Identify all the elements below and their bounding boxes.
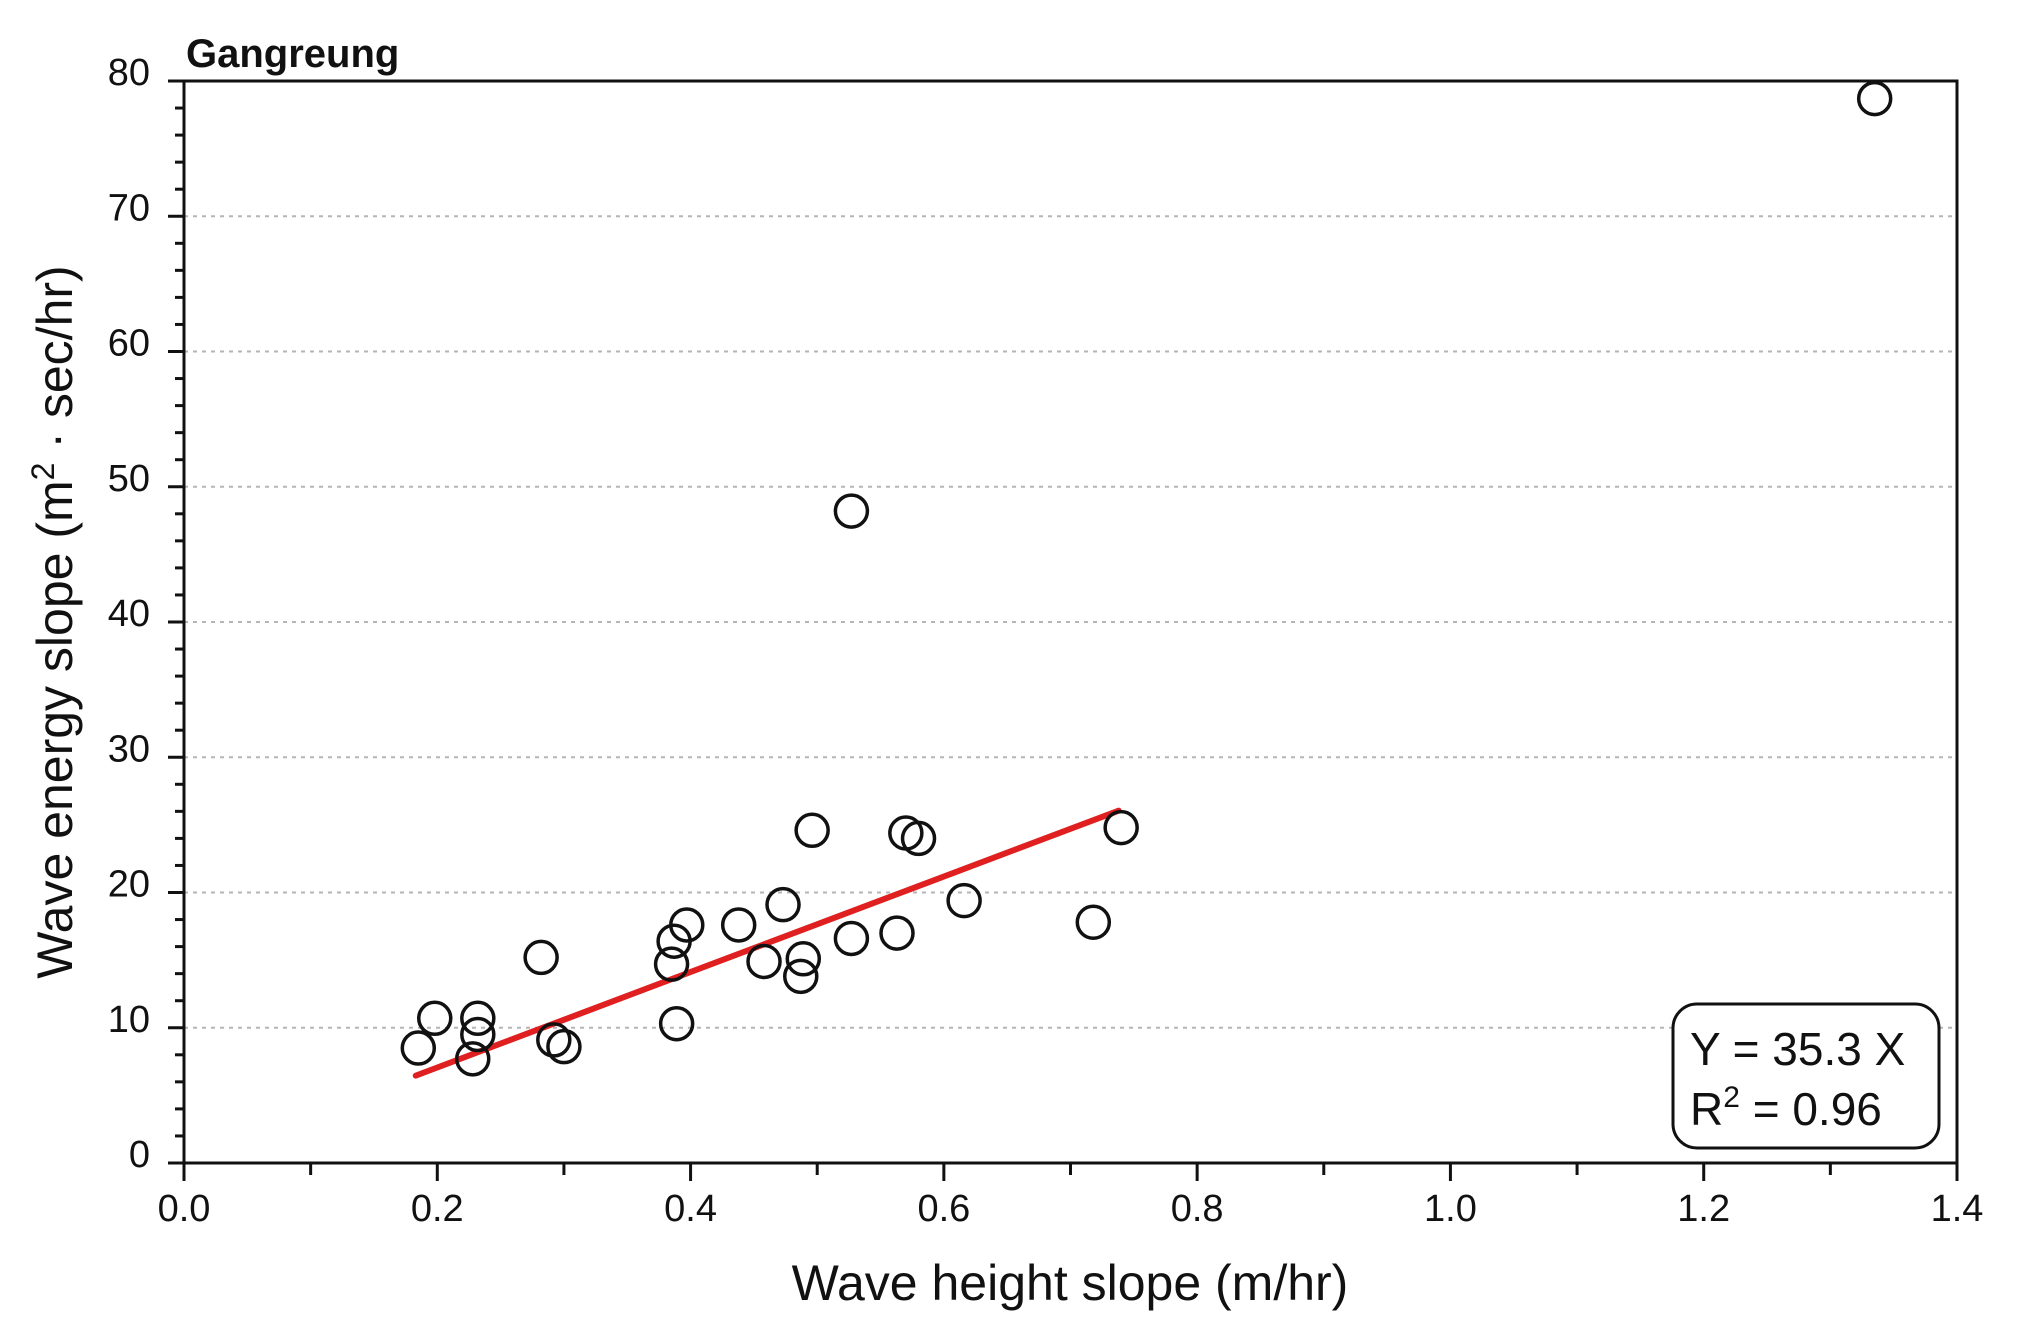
y-tick-label: 50 (108, 458, 150, 500)
data-point (1103, 809, 1139, 846)
data-point (460, 1016, 496, 1053)
annotation-r-superscript: 2 (1723, 1081, 1740, 1114)
data-point (946, 882, 982, 919)
x-tick-label: 1.4 (1931, 1188, 1984, 1230)
annotation-r-squared: R2 = 0.96 (1690, 1081, 1882, 1135)
plot-frame (182, 79, 1959, 1165)
data-point (833, 493, 870, 529)
data-point (785, 941, 822, 977)
y-tick-label: 10 (108, 999, 150, 1041)
point-layer (400, 80, 1893, 1077)
data-point (879, 915, 915, 951)
x-tick-label: 1.0 (1424, 1188, 1477, 1230)
data-point (460, 1000, 496, 1037)
annotation-r-symbol: R (1690, 1083, 1723, 1135)
y-tick-label: 70 (108, 187, 150, 229)
annotation-equation: Y = 35.3 X (1690, 1023, 1905, 1075)
fit-layer (412, 807, 1122, 1079)
data-point (794, 812, 830, 849)
regression-line (412, 807, 1122, 1079)
y-axis-title-rest: · sec/hr) (27, 265, 83, 462)
tick-layer: 0 10 20 30 40 50 60 70 80 0.0 0.2 0.4 0.6 0.8 1.0 1.2 1.… (108, 52, 1984, 1230)
data-point (669, 907, 705, 943)
data-point (653, 946, 690, 982)
data-point (1075, 904, 1112, 941)
annotation-r-value: = 0.96 (1740, 1083, 1882, 1135)
data-point (900, 820, 937, 857)
y-tick-label: 40 (108, 593, 150, 635)
fit-annotation: Y = 35.3 X R2 = 0.96 (1671, 1002, 1941, 1150)
y-tick-label: 30 (108, 728, 150, 770)
data-point (400, 1030, 437, 1066)
data-point (523, 939, 559, 976)
x-axis-title: Wave height slope (m/hr) (792, 1255, 1349, 1311)
data-point (765, 886, 801, 923)
annotation-box (1671, 1002, 1941, 1150)
y-tick-label: 80 (108, 52, 150, 94)
data-point (417, 1000, 453, 1037)
chart-title: Gangreung (186, 32, 399, 76)
grid-layer (184, 215, 1957, 1029)
x-tick-label: 1.2 (1677, 1188, 1730, 1230)
y-tick-label: 20 (108, 864, 150, 906)
x-tick-label: 0.6 (917, 1188, 970, 1230)
y-axis-title-main: Wave energy slope (m (27, 480, 83, 978)
data-point (536, 1022, 572, 1058)
x-tick-label: 0.2 (411, 1188, 464, 1230)
data-point (833, 920, 870, 957)
y-tick-label: 0 (129, 1134, 150, 1176)
data-point (1856, 80, 1893, 117)
y-axis-title: Wave energy slope (m2 · sec/hr) (25, 265, 83, 978)
data-point (783, 958, 819, 995)
data-point (658, 1005, 695, 1042)
x-tick-label: 0.0 (158, 1188, 211, 1230)
x-tick-label: 0.4 (664, 1188, 717, 1230)
data-point (746, 943, 782, 980)
data-point (546, 1028, 582, 1065)
y-axis-title-superscript: 2 (25, 463, 61, 481)
x-tick-label: 0.8 (1171, 1188, 1224, 1230)
data-point (454, 1041, 491, 1077)
y-tick-label: 60 (108, 323, 150, 365)
data-point (720, 907, 757, 943)
